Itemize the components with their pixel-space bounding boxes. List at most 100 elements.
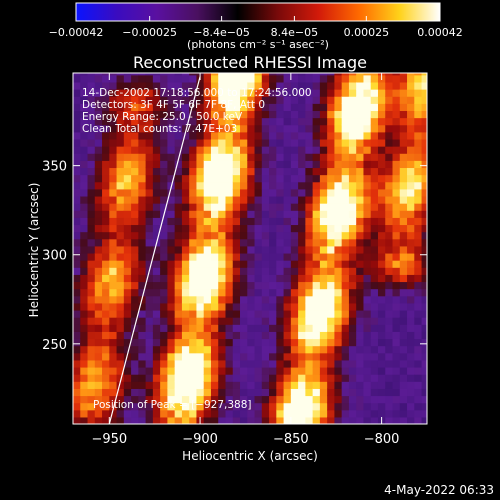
heatmap-cell [407,203,415,211]
heatmap-cell [305,416,314,424]
heatmap-cell [392,188,401,197]
colorbar [75,2,441,22]
heatmap-cell [290,124,299,133]
heatmap-cell [370,160,379,169]
heatmap-cell [269,416,277,424]
heatmap-cell [218,74,227,83]
heatmap-cell [189,89,198,97]
heatmap-cell [232,231,241,240]
heatmap-cell [145,146,154,154]
heatmap-cell [319,131,328,140]
heatmap-cell [145,374,154,382]
heatmap-cell [261,224,270,233]
heatmap-cell [102,188,110,197]
heatmap-cell [80,153,89,161]
heatmap-cell [370,317,379,325]
heatmap-cell [109,267,118,275]
heatmap-cell [370,224,379,233]
heatmap-cell [269,188,277,197]
heatmap-cell [363,217,372,226]
heatmap-cell [377,103,386,112]
heatmap-cell [261,366,270,375]
heatmap-cell [210,153,219,161]
heatmap-cell [298,274,306,283]
heatmap-cell [218,181,227,190]
heatmap-cell [399,74,408,83]
heatmap-cell [109,174,118,183]
heatmap-cell [152,110,161,119]
heatmap-cell [123,238,132,247]
heatmap-cell [421,73,427,76]
heatmap-cell [407,352,415,361]
heatmap-cell [341,402,350,411]
heatmap-cell [181,174,190,183]
heatmap-cell [73,89,81,97]
heatmap-cell [174,309,183,318]
heatmap-cell [80,138,89,147]
heatmap-cell [145,160,154,169]
heatmap-cell [276,160,285,169]
heatmap-cell [131,288,139,297]
heatmap-cell [196,153,205,161]
heatmap-cell [399,331,408,340]
heatmap-cell [283,331,292,340]
heatmap-cell [334,224,343,233]
heatmap-cell [392,416,401,424]
heatmap-cell [160,96,168,104]
heatmap-cell [138,231,147,240]
heatmap-cell [269,338,277,347]
heatmap-cell [160,388,168,397]
heatmap-cell [269,359,277,368]
heatmap-cell [123,416,132,424]
heatmap-cell [138,89,147,97]
heatmap-cell [196,395,205,404]
heatmap-cell [247,188,256,197]
heatmap-cell [218,395,227,404]
heatmap-cell [421,317,427,325]
heatmap-cell [370,260,379,268]
heatmap-cell [399,288,408,297]
heatmap-cell [327,89,336,97]
heatmap-cell [392,381,401,389]
heatmap-cell [196,374,205,382]
heatmap-cell [276,395,285,404]
heatmap-cell [152,217,161,226]
heatmap-cell [319,96,328,104]
heatmap-cell [80,274,89,283]
heatmap-cell [247,374,256,382]
heatmap-cell [102,124,110,133]
heatmap-cell [377,352,386,361]
heatmap-cell [123,388,132,397]
heatmap-cell [319,252,328,261]
heatmap-cell [414,288,423,297]
heatmap-cell [312,274,321,283]
heatmap-cell [174,224,183,233]
heatmap-cell [414,402,423,411]
heatmap-cell [145,274,154,283]
heatmap-cell [109,224,118,233]
heatmap-cell [385,73,394,76]
heatmap-cell [283,203,292,211]
heatmap-cell [203,217,212,226]
heatmap-cell [356,160,365,169]
heatmap-cell [276,352,285,361]
heatmap-cell [73,338,81,347]
heatmap-cell [87,138,96,147]
heatmap-cell [73,274,81,283]
heatmap-cell [261,74,270,83]
heatmap-cell [160,146,168,154]
heatmap-cell [123,181,132,190]
heatmap-cell [73,153,81,161]
heatmap-cell [247,331,256,340]
heatmap-cell [407,110,415,119]
heatmap-cell [152,267,161,275]
heatmap-cell [377,260,386,268]
heatmap-cell [73,217,81,226]
heatmap-cell [290,146,299,154]
heatmap-cell [392,295,401,304]
heatmap-cell [414,160,423,169]
heatmap-cell [240,366,248,375]
heatmap-cell [123,352,132,361]
heatmap-cell [385,160,394,169]
heatmap-cell [80,195,89,204]
